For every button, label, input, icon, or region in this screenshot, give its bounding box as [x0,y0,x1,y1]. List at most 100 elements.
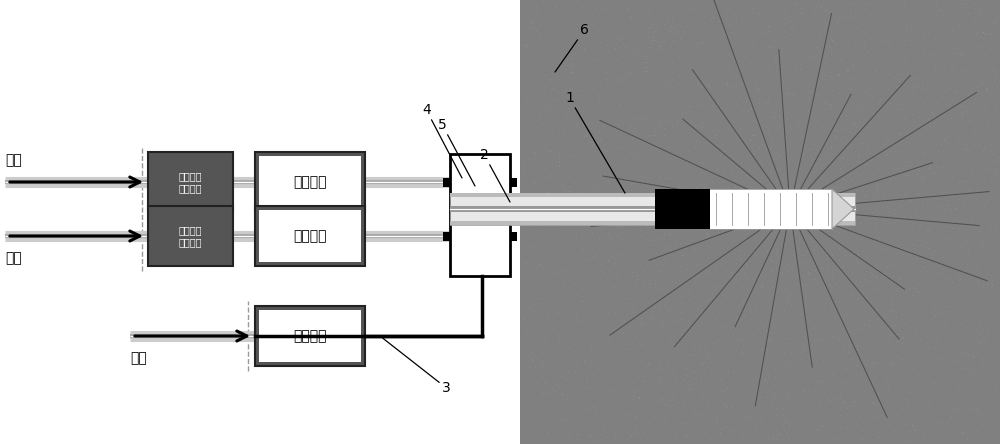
Point [925,111,941,118]
Point [562,172,578,179]
Point [602,1,618,8]
Point [799,209,815,216]
Point [720,52,736,59]
Point [818,43,834,50]
Point [640,51,656,58]
Point [593,82,609,89]
Point [670,341,686,348]
Point [680,381,696,388]
Point [549,48,565,55]
Point [839,67,855,75]
Point [669,218,685,226]
Point [518,194,534,201]
Point [953,246,969,253]
Point [585,245,601,252]
Point [903,86,919,93]
Point [879,150,895,157]
Point [748,118,764,125]
Point [657,301,673,308]
Point [611,368,627,375]
Point [880,85,896,92]
Point [816,26,832,33]
Point [550,413,566,420]
Point [835,343,851,350]
Point [540,312,556,319]
Point [667,434,683,441]
Point [535,158,551,165]
Point [737,307,753,314]
Point [567,49,583,56]
Point [638,182,654,190]
Point [665,37,681,44]
Point [665,396,681,404]
Point [514,355,530,362]
Point [778,15,794,22]
Point [651,27,667,34]
Point [580,288,596,295]
Point [973,171,989,178]
Point [973,244,989,251]
Point [722,324,738,331]
Point [930,373,946,381]
Point [526,178,542,186]
Point [587,411,603,418]
Point [761,63,777,70]
Point [664,317,680,325]
Point [853,219,869,226]
Point [965,18,981,25]
Point [795,96,811,103]
Point [900,166,916,174]
Point [913,84,929,91]
Point [702,414,718,421]
Point [843,291,859,298]
Point [624,268,640,275]
Point [528,26,544,33]
Point [699,105,715,112]
Point [551,338,567,345]
Point [847,115,863,122]
Point [830,362,846,369]
Point [603,15,619,22]
Point [649,144,665,151]
Point [862,8,878,16]
Point [916,430,932,437]
Point [968,126,984,133]
Point [550,127,566,134]
Point [857,320,873,327]
Point [968,30,984,37]
Point [742,135,758,143]
Point [958,7,974,14]
Point [858,388,874,395]
Point [846,427,862,434]
Point [784,30,800,37]
Point [599,148,615,155]
Point [717,206,733,213]
Point [575,349,591,356]
Point [845,222,861,229]
Point [548,317,564,324]
Point [660,143,676,151]
Point [989,58,1000,65]
Point [840,0,856,7]
Point [596,118,612,125]
Point [590,91,606,98]
Point [673,263,689,270]
Point [903,355,919,362]
Point [913,299,929,306]
Point [661,314,677,321]
Point [597,98,613,105]
Point [808,44,824,51]
Point [635,268,651,275]
Point [869,251,885,258]
Point [662,24,678,31]
Point [764,266,780,274]
Point [645,132,661,139]
Point [700,2,716,9]
Point [626,430,642,437]
Point [845,398,861,405]
Point [867,238,883,245]
Point [726,41,742,48]
Point [612,349,628,357]
Point [764,267,780,274]
Point [935,10,951,17]
